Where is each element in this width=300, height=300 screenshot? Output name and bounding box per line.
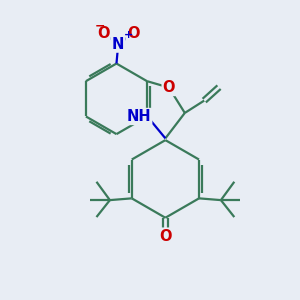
Text: +: +: [124, 30, 134, 40]
Text: O: O: [127, 26, 139, 41]
Text: N: N: [112, 37, 124, 52]
Text: NH: NH: [127, 109, 151, 124]
Text: O: O: [159, 229, 172, 244]
Text: O: O: [163, 80, 175, 95]
Text: −: −: [94, 19, 105, 32]
Text: O: O: [97, 26, 110, 41]
